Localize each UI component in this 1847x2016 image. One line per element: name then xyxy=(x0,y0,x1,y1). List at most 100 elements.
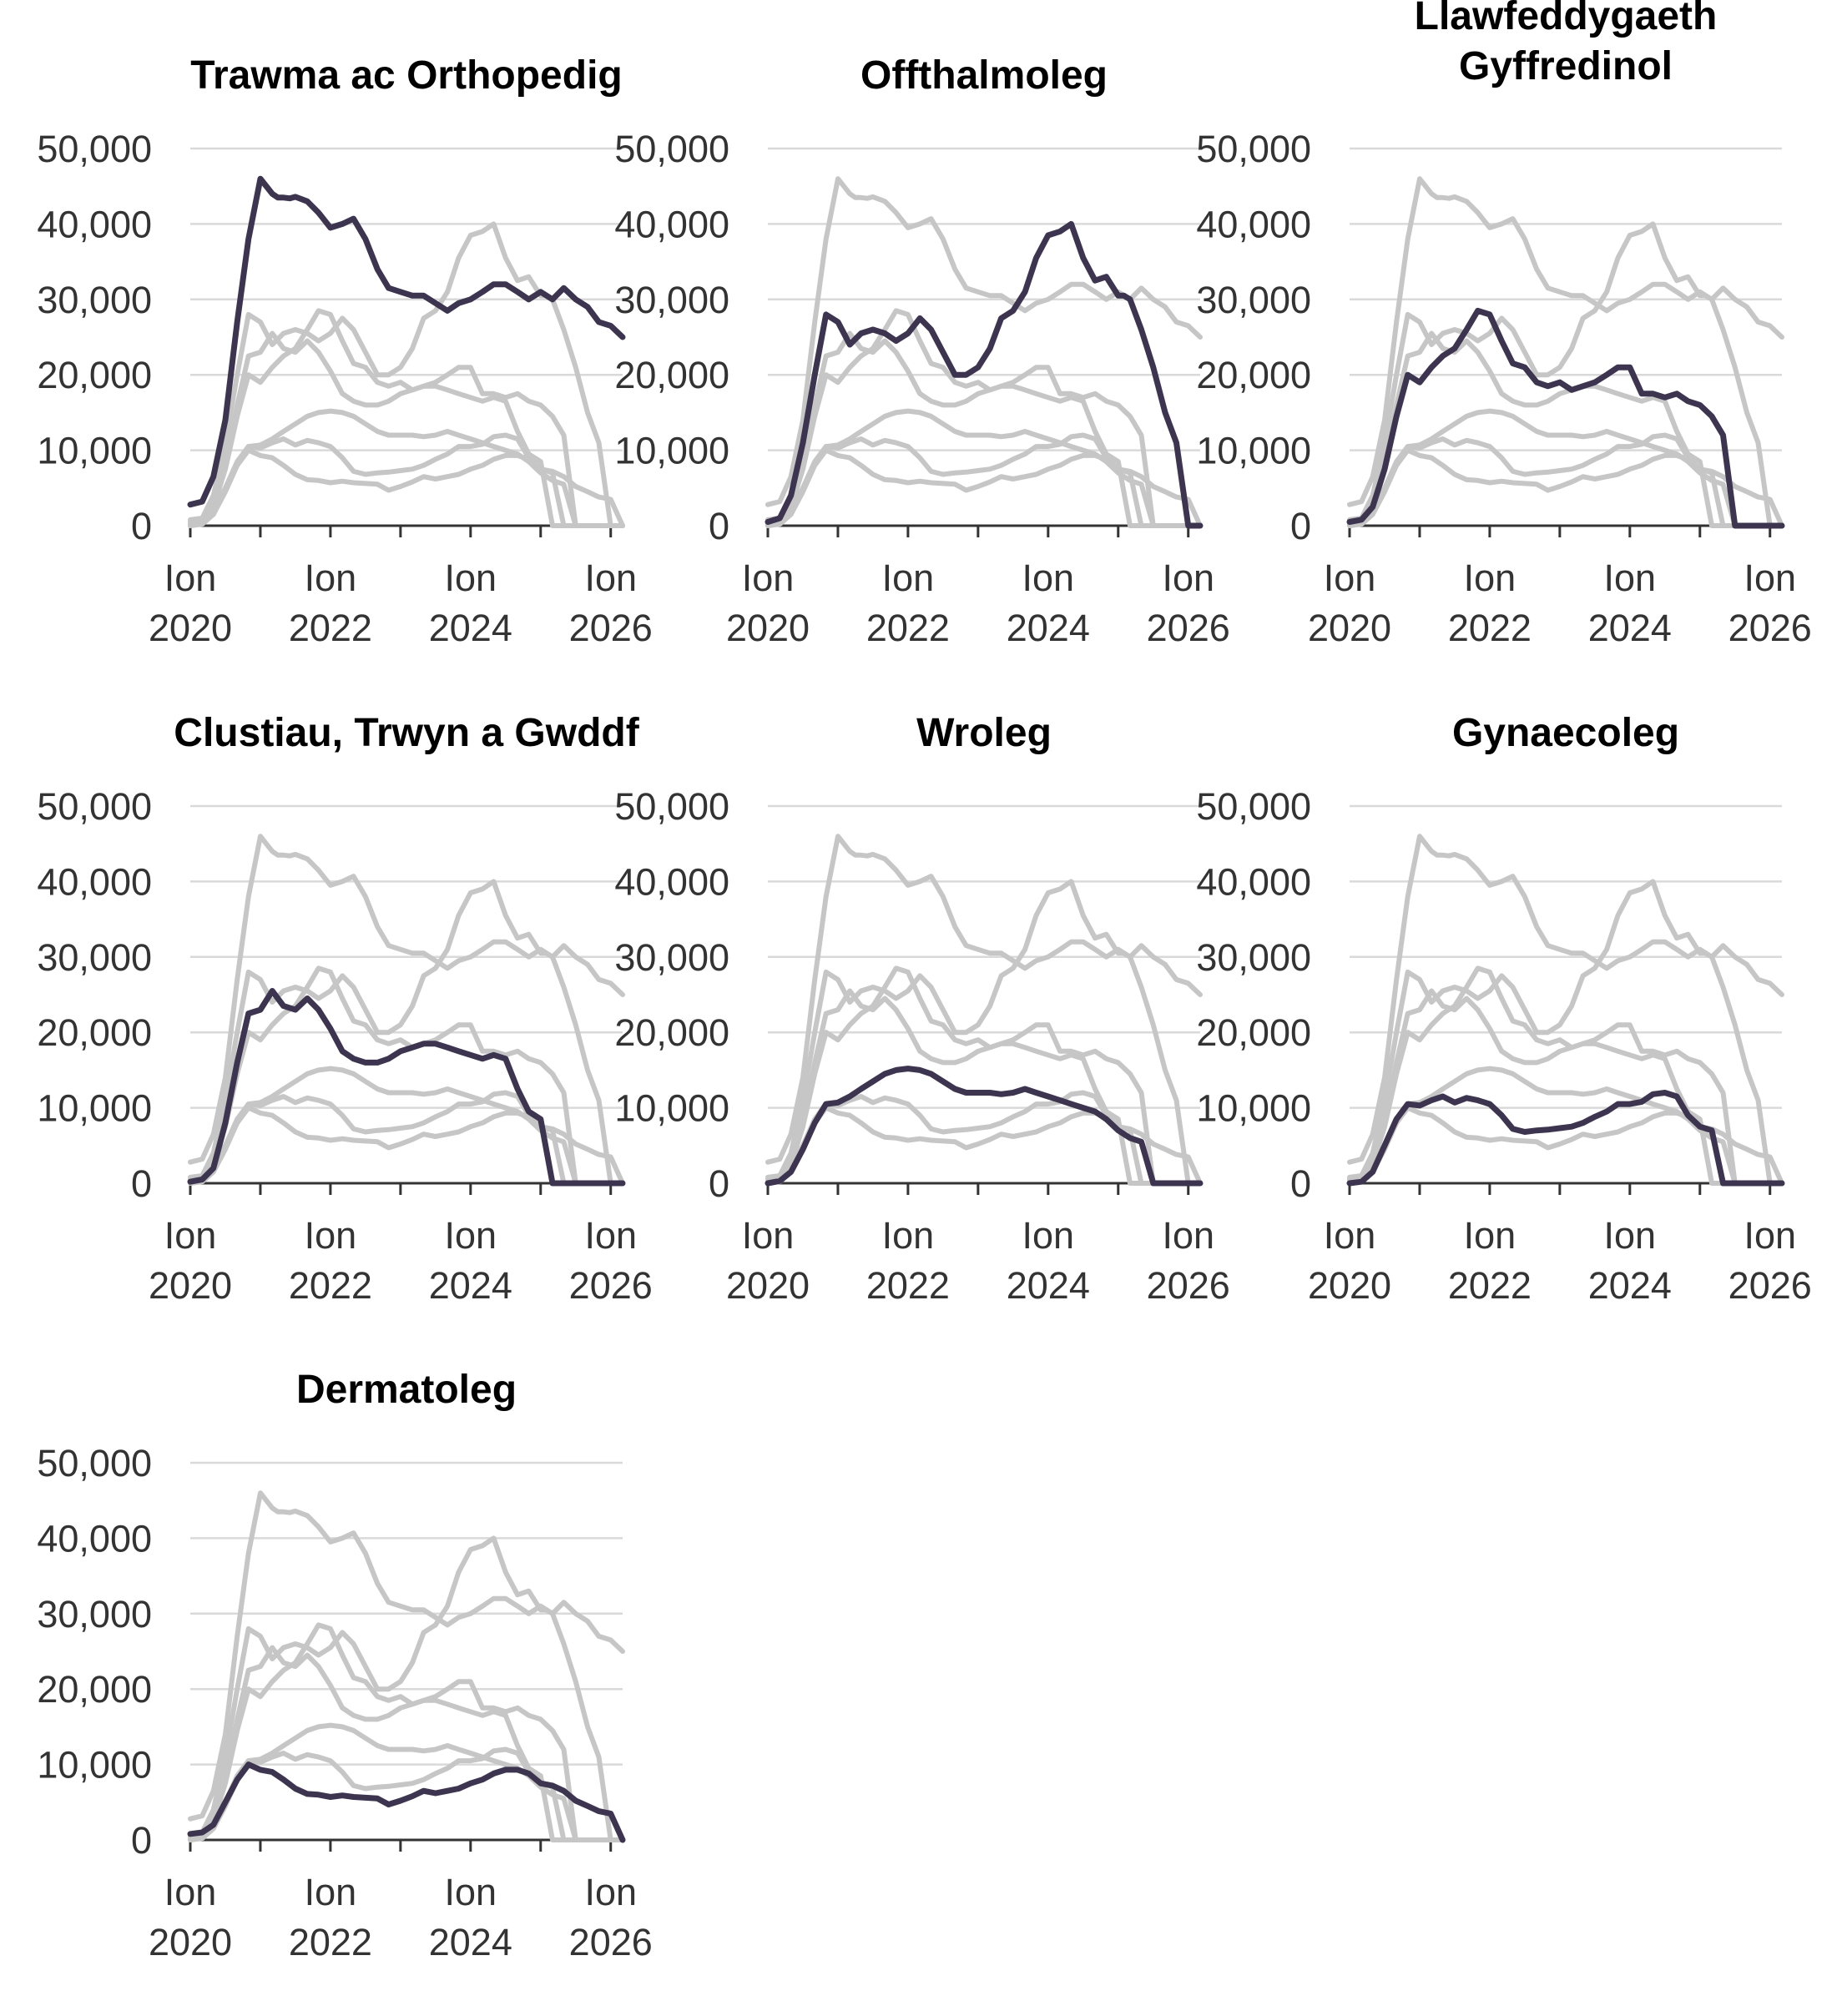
panel-wroleg: Wroleg 0 10,000 20,000 30,000 40,000 50,000 Ion… xyxy=(614,711,1229,1307)
y-tick-label: 20,000 xyxy=(614,1011,729,1054)
y-tick-label: 50,000 xyxy=(1196,128,1311,170)
highlighted-series-line xyxy=(187,1761,626,1843)
panel-title: Clustiau, Trwyn a Gwddf xyxy=(174,711,639,755)
panel-title: Llawfeddygaeth xyxy=(1415,0,1718,38)
x-tick-label-year: 2022 xyxy=(289,1921,372,1963)
context-series-line xyxy=(1347,879,1784,1186)
x-tick-label-year: 2026 xyxy=(1147,607,1230,649)
y-tick-label: 30,000 xyxy=(37,1593,152,1635)
y-tick-label: 20,000 xyxy=(614,354,729,396)
y-tick-label: 40,000 xyxy=(37,860,152,903)
x-tick-label-year: 2024 xyxy=(429,1264,512,1307)
y-tick-label: 0 xyxy=(131,1819,152,1862)
y-tick-label: 20,000 xyxy=(37,354,152,396)
y-tick-label: 20,000 xyxy=(37,1668,152,1711)
x-tick-label-year: 2024 xyxy=(1588,1264,1672,1307)
x-tick-label-year: 2026 xyxy=(569,1264,653,1307)
x-tick-label-month: Ion xyxy=(305,557,357,599)
context-series-line xyxy=(188,1645,625,1842)
x-tick-label-year: 2022 xyxy=(289,1264,372,1307)
x-tick-label-year: 2022 xyxy=(866,607,950,649)
x-tick-label-month: Ion xyxy=(1744,557,1796,599)
context-series-line xyxy=(1347,447,1784,528)
x-tick-label-month: Ion xyxy=(1162,1214,1214,1257)
y-tick-label: 50,000 xyxy=(37,1442,152,1484)
x-tick-label-year: 2020 xyxy=(1308,607,1391,649)
y-tick-label: 20,000 xyxy=(1196,354,1311,396)
y-tick-label: 30,000 xyxy=(37,936,152,979)
panel-llawfeddygaeth-gyffredinol: Llawfeddygaeth Gyffredinol 0 10,000 20,000 30… xyxy=(1196,0,1811,649)
y-tick-label: 50,000 xyxy=(1196,785,1311,828)
x-tick-label-month: Ion xyxy=(1324,1214,1376,1257)
y-tick-label: 30,000 xyxy=(1196,279,1311,321)
context-series-line xyxy=(765,879,1203,1186)
x-tick-label-month: Ion xyxy=(1162,557,1214,599)
y-tick-label: 30,000 xyxy=(1196,936,1311,979)
context-series-line xyxy=(188,1105,625,1186)
x-tick-label-year: 2020 xyxy=(726,1264,810,1307)
y-tick-label: 30,000 xyxy=(37,279,152,321)
x-tick-label-month: Ion xyxy=(164,1214,217,1257)
context-series-line xyxy=(188,330,625,528)
x-tick-label-year: 2020 xyxy=(1308,1264,1391,1307)
x-tick-label-year: 2022 xyxy=(289,607,372,649)
x-tick-label-year: 2020 xyxy=(726,607,810,649)
x-tick-label-year: 2026 xyxy=(1147,1264,1230,1307)
x-tick-label-year: 2026 xyxy=(1728,1264,1812,1307)
x-tick-label-month: Ion xyxy=(742,557,795,599)
highlighted-series-line xyxy=(1346,307,1785,529)
context-series-line xyxy=(188,965,625,1186)
y-tick-label: 40,000 xyxy=(37,1517,152,1560)
context-series-line xyxy=(1347,330,1784,528)
panel-clustiau-trwyn-a-gwddf: Clustiau, Trwyn a Gwddf 0 10,000 20,000 30,0… xyxy=(37,711,652,1307)
context-series-line xyxy=(765,1105,1203,1186)
y-tick-label: 40,000 xyxy=(1196,860,1311,903)
x-tick-label-year: 2020 xyxy=(149,1264,232,1307)
panel-title: Wroleg xyxy=(916,711,1052,755)
y-tick-label: 20,000 xyxy=(1196,1011,1311,1054)
y-tick-label: 10,000 xyxy=(1196,1087,1311,1130)
x-tick-label-year: 2022 xyxy=(1448,607,1532,649)
y-tick-label: 50,000 xyxy=(37,785,152,828)
x-tick-label-year: 2026 xyxy=(569,607,653,649)
y-tick-label: 0 xyxy=(709,505,729,547)
panel-title: Gynaecoleg xyxy=(1452,711,1679,755)
x-tick-label-year: 2024 xyxy=(1588,607,1672,649)
highlighted-series-line xyxy=(187,175,626,508)
y-tick-label: 40,000 xyxy=(614,860,729,903)
y-tick-label: 50,000 xyxy=(614,785,729,828)
x-tick-label-month: Ion xyxy=(1324,557,1376,599)
x-tick-label-year: 2026 xyxy=(1728,607,1812,649)
x-tick-label-year: 2024 xyxy=(1007,607,1090,649)
context-series-line xyxy=(188,1622,625,1842)
panel-title: Gyffredinol xyxy=(1459,44,1673,88)
x-tick-label-month: Ion xyxy=(445,1214,497,1257)
context-series-line xyxy=(188,408,625,528)
y-tick-label: 50,000 xyxy=(614,128,729,170)
panel-title: Offthalmoleg xyxy=(860,53,1108,98)
x-tick-label-month: Ion xyxy=(1604,557,1657,599)
y-tick-label: 40,000 xyxy=(37,203,152,245)
highlighted-series-line xyxy=(765,220,1204,529)
x-tick-label-year: 2024 xyxy=(429,607,512,649)
context-series-line xyxy=(188,308,625,528)
context-series-line xyxy=(1347,221,1784,528)
context-series-line xyxy=(188,1066,625,1186)
context-series-line xyxy=(765,965,1203,1186)
x-tick-label-month: Ion xyxy=(1464,1214,1516,1257)
x-tick-label-year: 2024 xyxy=(1007,1264,1090,1307)
x-tick-label-year: 2022 xyxy=(866,1264,950,1307)
x-tick-label-month: Ion xyxy=(584,1214,637,1257)
y-tick-label: 10,000 xyxy=(37,1087,152,1130)
context-series-line xyxy=(188,447,625,528)
x-tick-label-month: Ion xyxy=(445,557,497,599)
y-tick-label: 10,000 xyxy=(1196,430,1311,472)
context-series-line xyxy=(1347,988,1784,1186)
x-tick-label-month: Ion xyxy=(305,1214,357,1257)
x-tick-label-month: Ion xyxy=(882,1214,935,1257)
y-tick-label: 0 xyxy=(131,505,152,547)
x-tick-label-year: 2022 xyxy=(1448,1264,1532,1307)
x-tick-label-month: Ion xyxy=(305,1871,357,1913)
x-tick-label-month: Ion xyxy=(882,557,935,599)
y-tick-label: 10,000 xyxy=(37,430,152,472)
